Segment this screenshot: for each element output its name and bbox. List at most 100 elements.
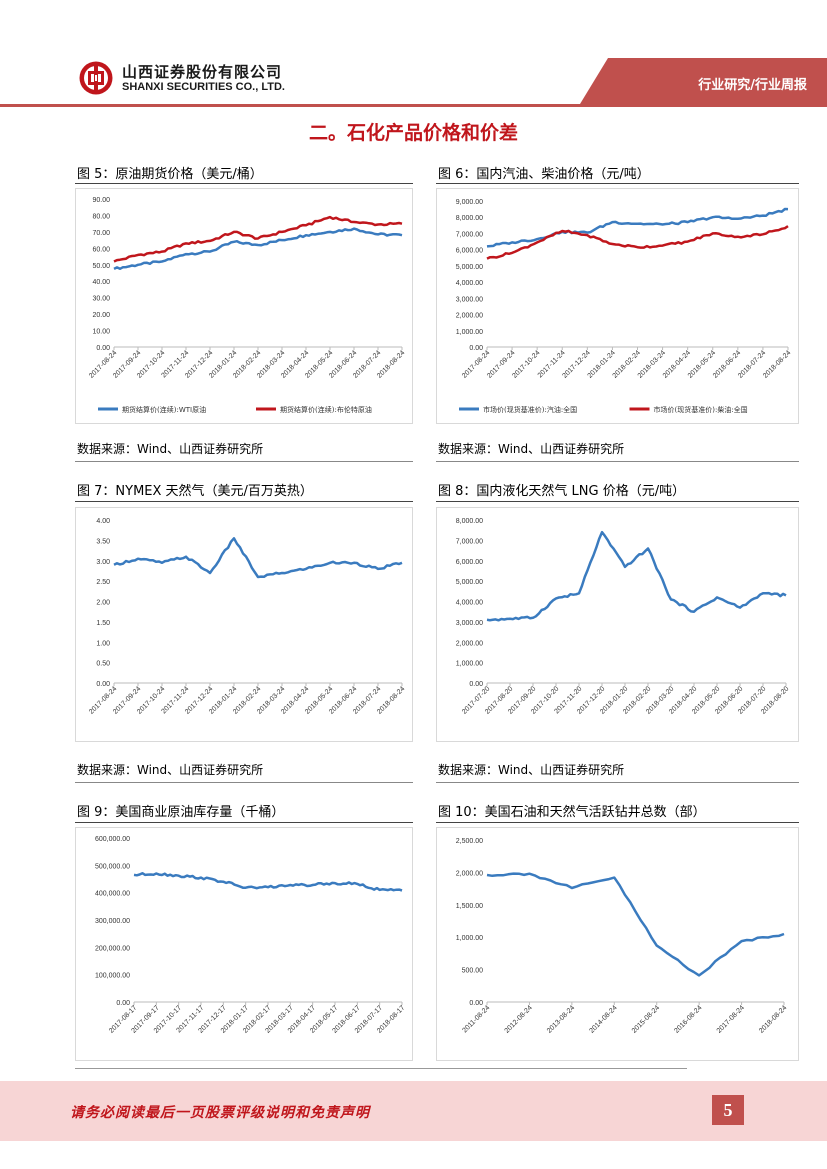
fig9-ytick-label: 0.00	[116, 1000, 130, 1007]
fig8-ytick-label: 0.00	[469, 681, 483, 688]
fig6-series-line	[486, 225, 789, 260]
fig5-ytick-label: 10.00	[92, 329, 110, 336]
fig5-ytick-label: 60.00	[92, 246, 110, 253]
footer-divider	[75, 1068, 687, 1069]
fig8-ytick-label: 1,000.00	[456, 661, 483, 668]
fig6-ytick-label: 2,000.00	[456, 313, 483, 320]
fig5-ytick-label: 80.00	[92, 213, 110, 220]
fig6-legend-label: 市场价(现货基准价):柴油:全国	[654, 405, 748, 414]
fig8-ytick-label: 6,000.00	[456, 559, 483, 566]
figure-7-chart: 0.00 0.50 1.00 1.50 2.00 2.50 3.00 3.50 4.00 2017…	[75, 507, 413, 742]
fig10-xtick-label: 2016-08-24	[673, 1004, 703, 1034]
fig7-series-line	[113, 537, 403, 579]
company-name-cn: 山西证券股份有限公司	[122, 63, 283, 81]
figure-7-title-rule	[75, 501, 413, 502]
fig8-ytick-label: 3,000.00	[456, 620, 483, 627]
company-name-en: SHANXI SECURITIES CO., LTD.	[122, 81, 285, 93]
fig8-ytick-label: 7,000.00	[456, 538, 483, 545]
fig7-ytick-label: 0.00	[96, 681, 110, 688]
fig8-ytick-label: 8,000.00	[456, 518, 483, 525]
footer-band	[0, 1081, 827, 1141]
fig10-xtick-label: 2017-08-24	[716, 1004, 746, 1034]
fig9-ytick-label: 300,000.00	[95, 918, 130, 925]
fig7-svg: 0.000.501.001.502.002.503.003.504.002017…	[88, 518, 406, 716]
fig7-ytick-label: 2.00	[96, 600, 110, 607]
fig7-ytick-label: 3.00	[96, 559, 110, 566]
figure-5-chart: 0.00 10.00 20.00 30.00 40.00 50.00 60.00 70.00 8…	[75, 188, 413, 424]
figure-10-chart: 0.00 500.00 1,000.00 1,500.00 2,000.00 2,500.…	[436, 827, 799, 1061]
figure-8-title: 图 8：国内液化天然气 LNG 价格（元/吨）	[438, 484, 686, 499]
figure-9-chart: 0.00 100,000.00 200,000.00 300,000.00 400,00…	[75, 827, 413, 1061]
page-number: 5	[712, 1095, 744, 1125]
fig5-legend-label: 期货结算价(连续):布伦特原油	[280, 405, 372, 414]
fig5-ytick-label: 20.00	[92, 312, 110, 319]
fig6-ytick-label: 5,000.00	[456, 264, 483, 271]
fig9-ytick-label: 100,000.00	[95, 973, 130, 980]
fig5-svg: 0.00 10.00 20.00 30.00 40.00 50.00 60.00 70.00 8…	[88, 197, 406, 414]
fig5-legend-label: 期货结算价(连续):WTI原油	[122, 405, 206, 414]
fig5-series-line	[113, 215, 403, 263]
figure-10-title: 图 10：美国石油和天然气活跃钻井总数（部）	[438, 805, 706, 820]
figure-6-chart: 0.00 1,000.00 2,000.00 3,000.00 4,000.00 5,00…	[436, 188, 799, 424]
fig10-svg: 0.00 500.00 1,000.00 1,500.00 2,000.00 2,500.…	[456, 838, 789, 1035]
report-type-tag: 行业研究/行业周报	[698, 78, 807, 93]
fig9-series-line	[133, 871, 403, 892]
fig7-ytick-label: 0.50	[96, 661, 110, 668]
fig6-ytick-label: 8,000.00	[456, 215, 483, 222]
fig7-ytick-label: 2.50	[96, 579, 110, 586]
fig7-ytick-label: 3.50	[96, 538, 110, 545]
figure-6-title-rule	[436, 183, 799, 184]
fig5-ytick-label: 0.00	[96, 345, 110, 352]
fig8-ytick-label: 2,000.00	[456, 640, 483, 647]
figure-7-source: 数据来源：Wind、山西证券研究所	[77, 763, 264, 777]
figure-5-title: 图 5：原油期货价格（美元/桶）	[77, 167, 263, 182]
figure-5-title-rule	[75, 183, 413, 184]
figure-8-chart: 0.00 1,000.00 2,000.00 3,000.00 4,000.00 5,00…	[436, 507, 799, 742]
fig5-ytick-label: 30.00	[92, 296, 110, 303]
fig10-xtick-label: 2013-08-24	[546, 1004, 576, 1034]
fig5-ytick-label: 50.00	[92, 263, 110, 270]
fig9-ytick-label: 500,000.00	[95, 863, 130, 870]
figure-5-source-rule	[75, 461, 413, 462]
fig6-ytick-label: 6,000.00	[456, 248, 483, 255]
fig8-ytick-label: 5,000.00	[456, 579, 483, 586]
fig10-xtick-label: 2018-08-24	[758, 1004, 788, 1034]
fig6-ytick-label: 1,000.00	[456, 329, 483, 336]
fig5-ytick-label: 90.00	[92, 197, 110, 204]
fig6-ytick-label: 9,000.00	[456, 199, 483, 206]
fig6-ytick-label: 0.00	[469, 345, 483, 352]
fig8-ytick-label: 4,000.00	[456, 600, 483, 607]
fig10-ytick-label: 0.00	[469, 1000, 483, 1007]
disclaimer-text: 请务必阅读最后一页股票评级说明和免责声明	[70, 1105, 370, 1121]
fig8-svg: 0.00 1,000.00 2,000.00 3,000.00 4,000.00 5,00…	[456, 518, 791, 716]
figure-9-title: 图 9：美国商业原油库存量（千桶）	[77, 805, 285, 820]
fig7-ytick-label: 4.00	[96, 518, 110, 525]
fig10-xtick-label: 2015-08-24	[631, 1004, 661, 1034]
fig9-ytick-label: 600,000.00	[95, 836, 130, 843]
fig9-svg: 0.00 100,000.00 200,000.00 300,000.00 400,00…	[95, 836, 407, 1035]
figure-8-source: 数据来源：Wind、山西证券研究所	[438, 763, 625, 777]
figure-6-source: 数据来源：Wind、山西证券研究所	[438, 442, 625, 456]
figure-7-title: 图 7：NYMEX 天然气（美元/百万英热）	[77, 484, 313, 499]
fig7-ytick-label: 1.00	[96, 640, 110, 647]
fig10-ytick-label: 500.00	[462, 968, 484, 975]
fig10-ytick-label: 2,500.00	[456, 838, 483, 845]
fig6-ytick-label: 7,000.00	[456, 231, 483, 238]
fig8-series-line	[486, 530, 787, 622]
page-header: 山西证券股份有限公司 SHANXI SECURITIES CO., LTD. 行…	[0, 0, 827, 112]
figure-9-title-rule	[75, 822, 413, 823]
fig5-ytick-label: 70.00	[92, 230, 110, 237]
figure-6-source-rule	[436, 461, 799, 462]
fig6-legend-label: 市场价(现货基准价):汽油:全国	[483, 405, 577, 414]
fig10-ytick-label: 2,000.00	[456, 870, 483, 877]
fig7-ytick-label: 1.50	[96, 620, 110, 627]
fig10-ytick-label: 1,500.00	[456, 903, 483, 910]
fig5-series-line	[113, 227, 403, 271]
fig10-xtick-label: 2014-08-24	[588, 1004, 618, 1034]
section-title: 二。石化产品价格和价差	[308, 122, 518, 144]
fig10-ytick-label: 1,000.00	[456, 935, 483, 942]
figure-7-source-rule	[75, 782, 413, 783]
figure-6-title: 图 6：国内汽油、柴油价格（元/吨）	[438, 167, 650, 182]
fig10-xtick-label: 2011-08-24	[462, 1004, 492, 1034]
figure-5-source: 数据来源：Wind、山西证券研究所	[77, 442, 264, 456]
